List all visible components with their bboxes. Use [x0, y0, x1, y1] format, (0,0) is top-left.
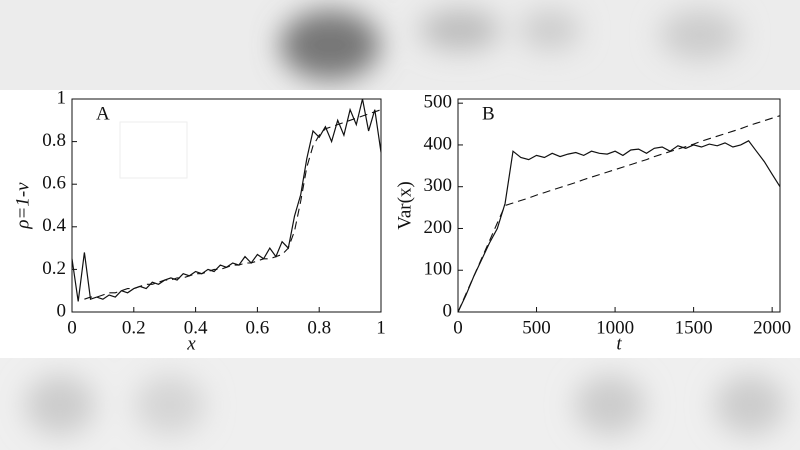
- y-tick-label: 0.6: [42, 173, 66, 194]
- x-tick-label: 1: [376, 317, 386, 338]
- panel-label: B: [482, 103, 495, 124]
- bottom-blur: [0, 358, 800, 450]
- x-tick-label: 0.4: [184, 317, 208, 338]
- y-tick-label: 1: [57, 87, 67, 108]
- x-tick-label: 500: [522, 317, 551, 338]
- y-tick-label: 0: [443, 300, 453, 321]
- y-tick-label: 0.4: [42, 215, 66, 236]
- x-tick-label: 2000: [753, 317, 791, 338]
- fit-line: [457, 115, 781, 313]
- y-axis-label: Var(x): [394, 181, 415, 230]
- figure-area: [0, 90, 800, 358]
- x-tick-label: 0.8: [307, 317, 331, 338]
- y-tick-label: 200: [424, 217, 453, 238]
- y-tick-label: 0.8: [42, 130, 66, 151]
- top-blur-shapes: [280, 10, 740, 80]
- y-tick-label: 100: [424, 259, 453, 280]
- y-tick-label: 400: [424, 133, 453, 154]
- y-tick-label: 500: [424, 92, 453, 113]
- panel-label: A: [96, 103, 110, 124]
- x-tick-label: 1000: [596, 317, 634, 338]
- bottom-blur-shapes: [25, 375, 785, 435]
- plot-frame: [457, 98, 781, 313]
- x-tick-label: 0: [67, 317, 77, 338]
- plot-frame: [71, 98, 382, 313]
- y-tick-label: 0.2: [42, 258, 66, 279]
- y-tick-label: 0: [57, 300, 67, 321]
- y-tick-label: 300: [424, 175, 453, 196]
- inset-box: [119, 121, 188, 179]
- x-tick-label: 1500: [675, 317, 713, 338]
- x-tick-label: 0.2: [122, 317, 146, 338]
- x-axis-label: t: [616, 333, 622, 354]
- data-line: [457, 140, 781, 313]
- x-tick-label: 0: [453, 317, 463, 338]
- y-axis-label: ρ=1-v: [12, 182, 33, 230]
- x-tick-label: 0.6: [246, 317, 270, 338]
- x-axis-label: x: [186, 333, 196, 354]
